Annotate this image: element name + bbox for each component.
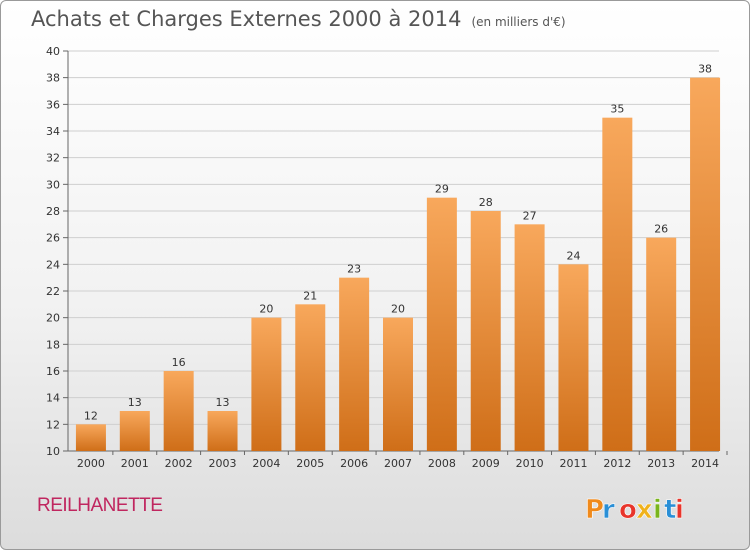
x-tick-label: 2014 (691, 457, 719, 470)
data-label: 20 (259, 303, 273, 316)
x-tick-label: 2002 (165, 457, 193, 470)
data-label: 24 (566, 249, 580, 262)
x-tick-label: 2008 (428, 457, 456, 470)
bar (339, 277, 370, 451)
y-tick-label: 18 (46, 338, 60, 351)
data-label: 12 (84, 409, 98, 422)
logo-letter: r (602, 495, 615, 525)
x-tick-label: 2009 (472, 457, 500, 470)
data-label: 23 (347, 263, 361, 276)
y-tick-label: 34 (46, 125, 60, 138)
data-label: 27 (523, 209, 537, 222)
logo-letter: o (619, 495, 637, 525)
bar (514, 224, 545, 451)
y-tick-label: 38 (46, 72, 60, 85)
y-tick-label: 16 (46, 365, 60, 378)
data-label: 35 (610, 103, 624, 116)
x-tick-label: 2004 (252, 457, 280, 470)
logo-letter: i (675, 495, 684, 525)
data-label: 38 (698, 63, 712, 76)
data-label: 28 (479, 196, 493, 209)
y-tick-label: 26 (46, 232, 60, 245)
y-tick-label: 24 (46, 258, 60, 271)
title-text: Achats et Charges Externes 2000 à 2014 (31, 7, 462, 31)
logo-letter: x (636, 495, 653, 525)
logo-letter: P (585, 495, 604, 525)
bar (646, 237, 677, 451)
x-tick-label: 2005 (296, 457, 324, 470)
data-label: 26 (654, 223, 668, 236)
y-tick-label: 32 (46, 152, 60, 165)
y-tick-label: 10 (46, 445, 60, 458)
place-name: REILHANETTE (37, 495, 163, 516)
chart-subtitle: (en milliers d'€) (471, 15, 566, 29)
y-tick-label: 20 (46, 312, 60, 325)
bar (295, 304, 326, 451)
bar (75, 424, 106, 451)
bar (207, 411, 238, 451)
y-tick-label: 40 (46, 45, 60, 58)
data-label: 21 (303, 289, 317, 302)
x-tick-label: 2001 (121, 457, 149, 470)
x-tick-label: 2012 (603, 457, 631, 470)
bar (426, 197, 457, 451)
data-label: 29 (435, 183, 449, 196)
bar (470, 211, 501, 451)
bar (163, 371, 194, 451)
x-tick-label: 2006 (340, 457, 368, 470)
y-tick-label: 28 (46, 205, 60, 218)
y-tick-label: 30 (46, 178, 60, 191)
x-tick-label: 2007 (384, 457, 412, 470)
x-tick-label: 2011 (559, 457, 587, 470)
x-tick-label: 2013 (647, 457, 675, 470)
y-tick-label: 36 (46, 98, 60, 111)
bar (602, 117, 633, 452)
bar (119, 411, 150, 451)
data-label: 20 (391, 303, 405, 316)
chart-title: Achats et Charges Externes 2000 à 2014 (e… (31, 7, 566, 31)
data-label: 13 (128, 396, 142, 409)
x-tick-label: 2000 (77, 457, 105, 470)
bar (251, 317, 282, 451)
y-tick-label: 12 (46, 418, 60, 431)
proxiti-logo: Pr o x i ti (585, 495, 685, 525)
data-label: 16 (172, 356, 186, 369)
bar (690, 77, 721, 452)
y-tick-label: 14 (46, 392, 60, 405)
logo-letter: i (653, 495, 662, 525)
y-tick-label: 22 (46, 285, 60, 298)
labels: 10 12 14 16 18 20 22 24 26 28 30 32 34 36 38 40 12 2000 13… (46, 45, 719, 470)
x-tick-label: 2010 (516, 457, 544, 470)
bar (558, 264, 589, 451)
x-tick-label: 2003 (209, 457, 237, 470)
data-label: 13 (216, 396, 230, 409)
logo-letter: t (664, 495, 676, 525)
bar (383, 317, 413, 451)
bars (75, 77, 721, 452)
